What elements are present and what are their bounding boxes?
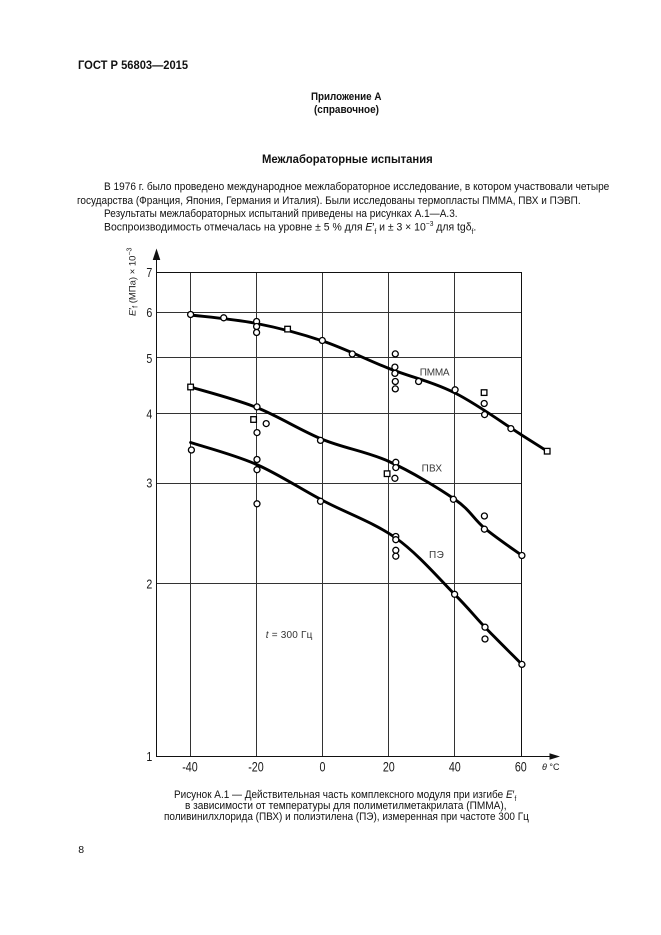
- svg-text:3: 3: [146, 476, 152, 491]
- svg-text:7: 7: [146, 265, 152, 280]
- svg-text:6: 6: [146, 305, 152, 320]
- svg-text:5: 5: [146, 351, 152, 366]
- svg-text:-40: -40: [182, 759, 198, 775]
- svg-text:t = 300 Гц: t = 300 Гц: [266, 630, 313, 641]
- svg-text:E′f (МПа) × 10−3: E′f (МПа) × 10−3: [127, 247, 140, 316]
- svg-text:ПЭ: ПЭ: [429, 550, 444, 561]
- svg-text:1: 1: [146, 749, 152, 764]
- svg-text:2: 2: [146, 577, 152, 592]
- svg-text:20: 20: [383, 759, 395, 775]
- svg-text:4: 4: [146, 406, 152, 421]
- svg-text:ПММА: ПММА: [420, 367, 450, 378]
- svg-text:θ °C: θ °C: [542, 762, 560, 772]
- svg-text:40: 40: [449, 759, 461, 775]
- svg-text:0: 0: [320, 759, 326, 775]
- svg-text:60: 60: [515, 759, 527, 775]
- svg-text:-20: -20: [248, 759, 264, 775]
- svg-text:ПВХ: ПВХ: [422, 464, 443, 475]
